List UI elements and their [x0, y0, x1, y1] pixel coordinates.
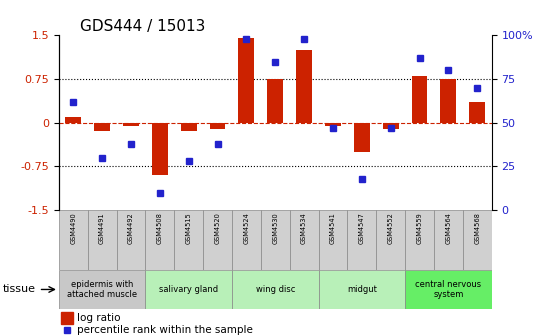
Bar — [239, 38, 254, 123]
Bar — [325, 123, 341, 126]
Bar — [290, 210, 319, 270]
Bar — [232, 270, 319, 309]
Text: GSM4564: GSM4564 — [445, 212, 451, 244]
Bar — [94, 123, 110, 131]
Text: central nervous
system: central nervous system — [416, 280, 482, 299]
Bar — [181, 123, 197, 131]
Text: GDS444 / 15013: GDS444 / 15013 — [81, 19, 206, 34]
Text: GSM4541: GSM4541 — [330, 212, 336, 244]
Text: GSM4547: GSM4547 — [359, 212, 365, 244]
Bar — [319, 270, 405, 309]
Bar — [59, 210, 88, 270]
Text: percentile rank within the sample: percentile rank within the sample — [77, 325, 253, 335]
Bar — [61, 311, 73, 324]
Text: GSM4491: GSM4491 — [99, 212, 105, 244]
Text: GSM4490: GSM4490 — [70, 212, 76, 244]
Bar — [412, 76, 427, 123]
Bar — [319, 210, 347, 270]
Bar — [296, 50, 312, 123]
Bar — [382, 123, 399, 128]
Text: GSM4552: GSM4552 — [388, 212, 394, 244]
Text: GSM4520: GSM4520 — [214, 212, 221, 244]
Text: GSM4559: GSM4559 — [417, 212, 423, 244]
Text: salivary gland: salivary gland — [159, 285, 218, 294]
Bar — [232, 210, 261, 270]
Text: wing disc: wing disc — [255, 285, 295, 294]
Bar — [209, 123, 226, 128]
Bar — [405, 210, 434, 270]
Text: GSM4524: GSM4524 — [244, 212, 249, 244]
Bar — [354, 123, 370, 152]
Bar — [116, 210, 146, 270]
Bar — [59, 270, 146, 309]
Text: epidermis with
attached muscle: epidermis with attached muscle — [67, 280, 137, 299]
Text: GSM4530: GSM4530 — [272, 212, 278, 244]
Text: GSM4534: GSM4534 — [301, 212, 307, 244]
Bar — [123, 123, 139, 126]
Text: midgut: midgut — [347, 285, 377, 294]
Bar — [434, 210, 463, 270]
Bar — [146, 270, 232, 309]
Text: GSM4568: GSM4568 — [474, 212, 480, 244]
Bar — [347, 210, 376, 270]
Bar — [267, 79, 283, 123]
Bar — [261, 210, 290, 270]
Text: log ratio: log ratio — [77, 312, 120, 323]
Text: GSM4492: GSM4492 — [128, 212, 134, 244]
Bar — [66, 117, 81, 123]
Bar — [405, 270, 492, 309]
Bar — [174, 210, 203, 270]
Bar — [376, 210, 405, 270]
Text: tissue: tissue — [3, 285, 36, 294]
Bar — [463, 210, 492, 270]
Text: GSM4515: GSM4515 — [186, 212, 192, 244]
Text: GSM4508: GSM4508 — [157, 212, 163, 244]
Bar — [203, 210, 232, 270]
Bar — [152, 123, 168, 175]
Bar — [146, 210, 174, 270]
Bar — [88, 210, 116, 270]
Bar — [469, 102, 485, 123]
Bar — [441, 79, 456, 123]
